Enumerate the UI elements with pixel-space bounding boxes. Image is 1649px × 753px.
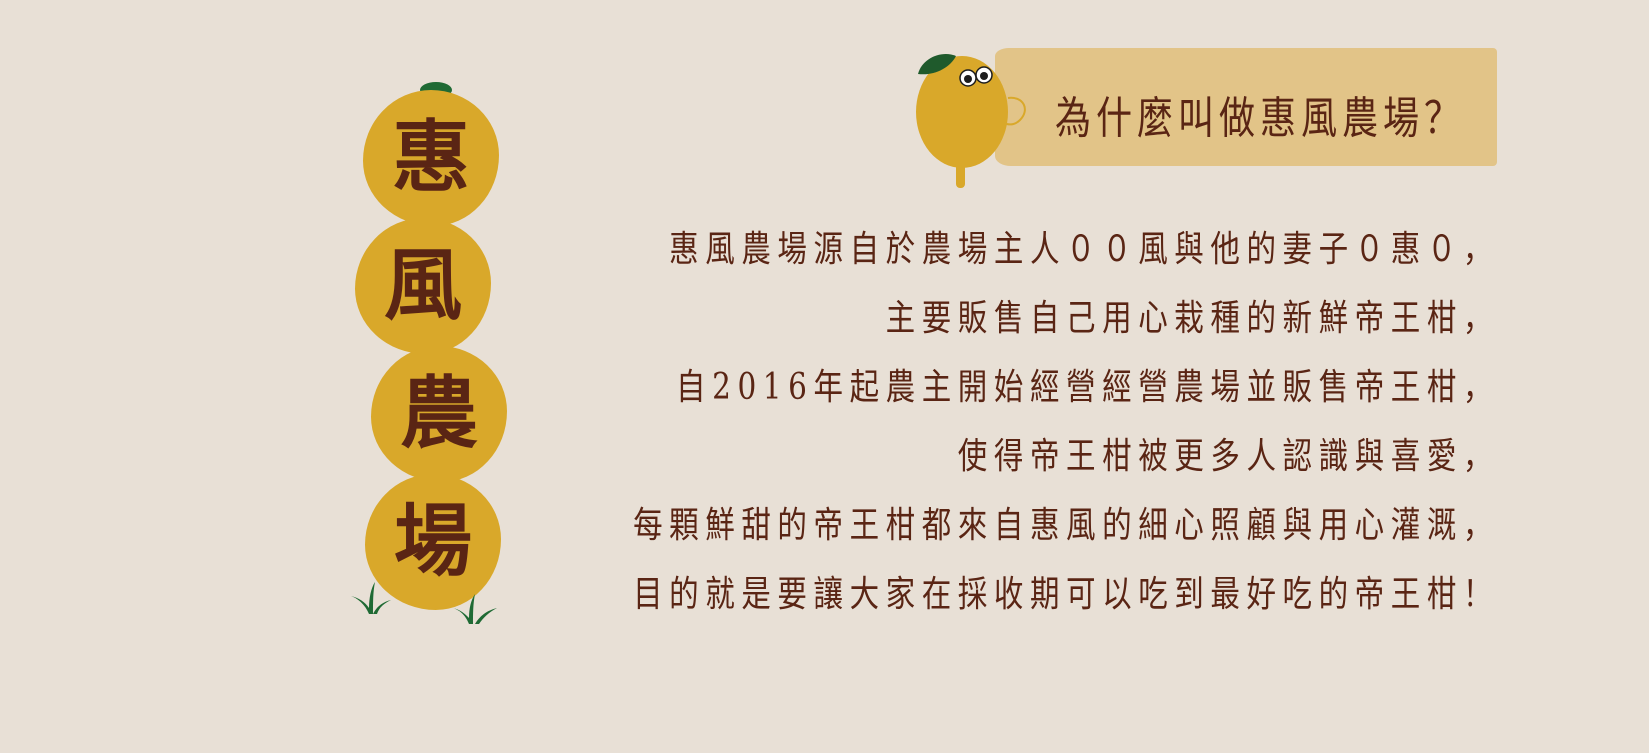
story-line-3: 自2016年起農主開始經營經營農場並販售帝王柑， — [676, 367, 1499, 408]
logo-char-1: 惠 — [391, 113, 470, 203]
orange-mascot-icon — [916, 54, 1026, 188]
logo-char-4: 場 — [393, 497, 472, 587]
farm-logo: 惠 風 農 場 — [351, 78, 515, 638]
story-line-1: 惠風農場源自於農場主人００風與他的妻子０惠０， — [669, 229, 1499, 270]
logo-char-2: 風 — [383, 241, 462, 331]
logo-char-3: 農 — [399, 369, 478, 459]
story-text: 惠風農場源自於農場主人００風與他的妻子０惠０， 主要販售自己用心栽種的新鮮帝王柑… — [443, 215, 1499, 629]
story-line-4: 使得帝王柑被更多人認識與喜愛， — [957, 436, 1499, 477]
logo-ball-4: 場 — [365, 474, 501, 610]
title-banner — [995, 48, 1497, 166]
banner-title: 為什麼叫做惠風農場？ — [1055, 93, 1465, 144]
grass-icon — [453, 594, 497, 624]
story-line-5: 每顆鮮甜的帝王柑都來自惠風的細心照顧與用心灌溉， — [633, 505, 1499, 546]
story-line-6: 目的就是要讓大家在採收期可以吃到最好吃的帝王柑！ — [633, 574, 1499, 615]
logo-ball-1: 惠 — [363, 90, 499, 226]
logo-ball-3: 農 — [371, 346, 507, 482]
grass-icon — [351, 582, 391, 614]
logo-ball-2: 風 — [355, 218, 491, 354]
story-line-2: 主要販售自己用心栽種的新鮮帝王柑， — [885, 298, 1499, 339]
